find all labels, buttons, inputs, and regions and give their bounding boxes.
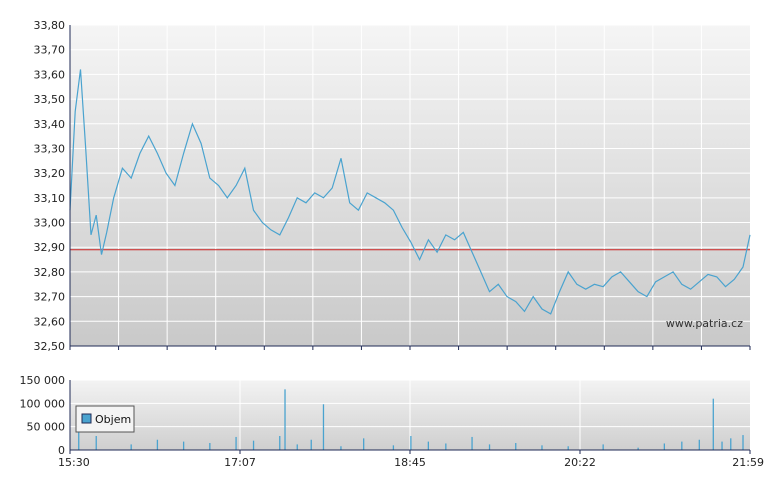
volume-x-axis-ticks: 15:30 17:07 18:45 20:22 21:59 <box>58 450 764 469</box>
x-tick-label: 15:30 <box>58 456 90 469</box>
volume-y-tick-label: 50 000 <box>27 421 66 434</box>
x-tick-label: 17:07 <box>224 456 256 469</box>
price-y-tick-label: 33,00 <box>34 217 66 230</box>
volume-bars <box>78 389 744 450</box>
price-gridlines <box>70 24 750 346</box>
price-y-axis-labels: 32,50 32,60 32,70 32,80 32,90 33,00 33,10 33,20… <box>34 19 66 353</box>
price-y-tick-label: 33,70 <box>34 44 66 57</box>
price-y-tick-label: 32,80 <box>34 266 66 279</box>
price-y-tick-label: 32,90 <box>34 241 66 254</box>
x-tick-label: 18:45 <box>394 456 426 469</box>
legend-label: Objem <box>95 413 131 426</box>
price-y-tick-label: 32,70 <box>34 291 66 304</box>
volume-gridlines <box>70 379 750 450</box>
watermark: www.patria.cz <box>666 317 743 330</box>
price-y-tick-label: 33,60 <box>34 68 66 81</box>
price-y-tick-label: 33,20 <box>34 167 66 180</box>
volume-y-tick-label: 150 000 <box>20 374 66 387</box>
legend: Objem <box>75 405 135 433</box>
price-y-tick-label: 33,10 <box>34 192 66 205</box>
price-y-tick-label: 33,40 <box>34 118 66 131</box>
volume-y-tick-label: 100 000 <box>20 397 66 410</box>
price-series-line <box>69 69 751 315</box>
legend-swatch <box>81 413 92 424</box>
price-y-tick-label: 32,50 <box>34 340 66 353</box>
price-y-tick-label: 33,30 <box>34 142 66 155</box>
x-tick-label: 20:22 <box>564 456 596 469</box>
price-y-tick-label: 33,50 <box>34 93 66 106</box>
price-y-tick-label: 33,80 <box>34 19 66 32</box>
price-y-tick-label: 32,60 <box>34 315 66 328</box>
price-x-axis-ticks <box>69 346 751 350</box>
x-tick-label: 21:59 <box>732 456 764 469</box>
volume-y-axis-labels: 0 50 000 100 000 150 000 <box>20 374 66 457</box>
volume-y-tick-label: 0 <box>58 444 65 457</box>
